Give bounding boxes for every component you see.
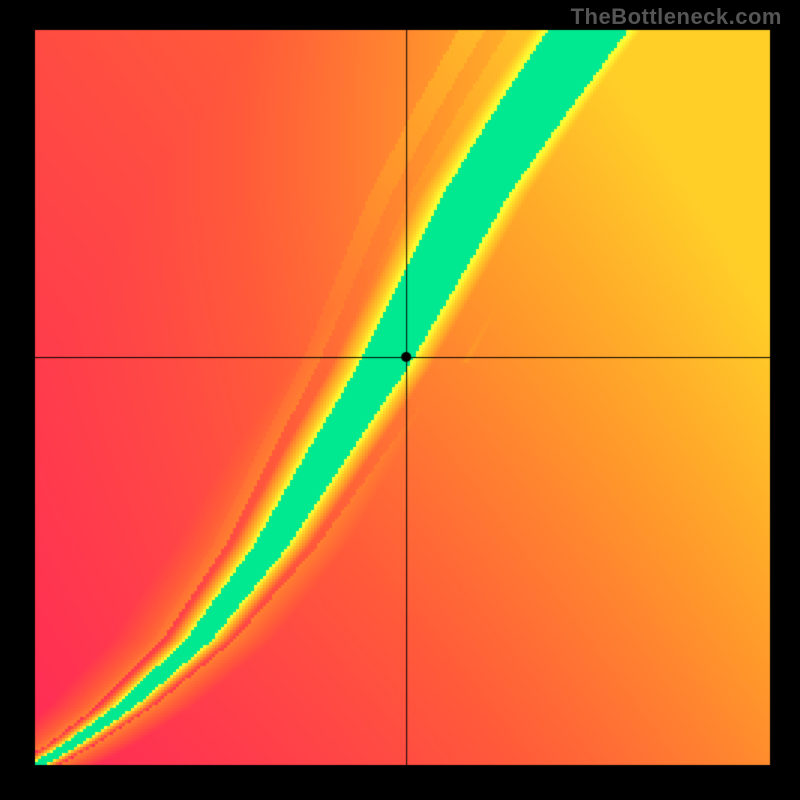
bottleneck-heatmap	[0, 0, 800, 800]
watermark-text: TheBottleneck.com	[571, 4, 782, 30]
